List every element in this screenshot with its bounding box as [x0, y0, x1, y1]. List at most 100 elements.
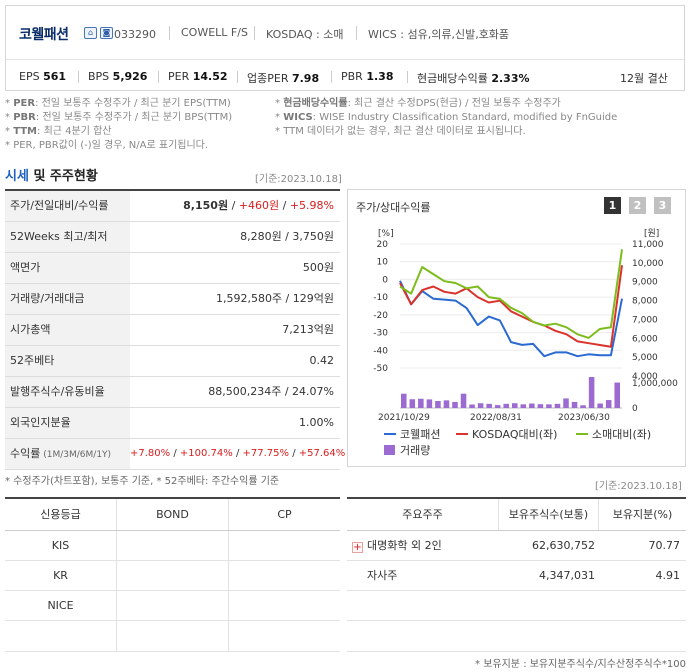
volume-bar: [486, 403, 492, 408]
market-sector: KOSDAQ : 소매: [266, 28, 344, 41]
metric-bps: BPS 5,926: [88, 70, 148, 83]
table-row: [347, 621, 686, 652]
volume-bar: [401, 393, 407, 408]
right-tick-label: 7,000: [632, 315, 658, 325]
expand-plus-icon[interactable]: +: [352, 542, 363, 553]
row-label: 52주베타: [5, 346, 130, 376]
row-label: 시가총액: [5, 315, 130, 345]
row-label: 발행주식수/유동비율: [5, 377, 130, 407]
cp-rating: [229, 591, 340, 620]
divider: [169, 26, 170, 40]
quote-table: 주가/전일대비/수익률 8,150원 / +460원 / +5.98% 52We…: [5, 189, 345, 470]
agency-name: [5, 621, 117, 651]
table-row: NICE: [5, 591, 340, 621]
table-row: 외국인지분율 1.00%: [5, 408, 340, 439]
holder-percent: 70.77: [648, 539, 681, 552]
table-row: 52주베타 0.42: [5, 346, 340, 377]
series-line: [399, 265, 623, 348]
right-axis-unit: [원]: [644, 228, 659, 239]
row-value: 0.42: [309, 354, 335, 367]
volume-bar: [614, 382, 620, 408]
divider: [254, 26, 255, 40]
right-tick-label: 10,000: [632, 259, 664, 269]
row-label: 52Weeks 최고/최저: [5, 222, 130, 252]
notes-right: * 현금배당수익률: 최근 결산 수정DPS(현금) / 전일 보통주 수정주가…: [275, 97, 617, 139]
metric-industry-per: 업종PER 7.98: [247, 72, 320, 85]
left-tick-label: 20: [377, 240, 389, 250]
table-row: 자사주 4,347,031 4.91: [347, 561, 686, 591]
legend-swatch: [384, 445, 395, 455]
row-label: 외국인지분율: [5, 408, 130, 438]
company-name[interactable]: 코웰패션: [19, 27, 69, 43]
x-tick-label: 2023/06/30: [558, 413, 610, 423]
volume-bar: [554, 403, 561, 408]
volume-bar: [563, 398, 569, 408]
divider: [356, 26, 357, 40]
volume-bar: [503, 403, 509, 408]
holder-percent: 4.91: [655, 569, 681, 582]
metric-pbr: PBR 1.38: [341, 70, 394, 83]
home-icon[interactable]: ⌂: [84, 27, 97, 39]
table-row: 주가/전일대비/수익률 8,150원 / +460원 / +5.98%: [5, 191, 340, 222]
chart-page-1[interactable]: 1: [604, 197, 621, 214]
left-tick-label: -20: [373, 311, 388, 321]
stock-code: 033290: [114, 28, 156, 41]
chart-title: 주가/상대수익률: [356, 201, 431, 214]
settle-month: 12월 결산: [620, 72, 668, 85]
row-label: 거래량/거래대금: [5, 284, 130, 314]
left-axis-unit: [%]: [378, 229, 394, 239]
row-value: 8,150원 / +460원 / +5.98%: [183, 199, 334, 212]
holders-footnote: * 보유지분 : 보유지분주식수/지수산정주식수*100: [475, 659, 686, 670]
holder-shares: [499, 621, 595, 651]
holder-name[interactable]: + 대명화학 외 2인: [352, 539, 442, 553]
volume-bar: [426, 399, 433, 408]
holder-shares: [499, 591, 595, 620]
volume-bar: [418, 398, 424, 408]
holder-percent: [599, 591, 680, 620]
row-value: 500원: [302, 261, 334, 274]
left-tick-label: -30: [373, 329, 388, 339]
col-header: 보유주식수(보통): [499, 499, 599, 530]
legend-label: 소매대비(좌): [592, 428, 651, 441]
volume-bar: [580, 405, 586, 408]
agency-name: NICE: [5, 591, 117, 620]
chart-page-2[interactable]: 2: [629, 197, 646, 214]
divider: [331, 71, 332, 83]
series-line: [399, 249, 623, 339]
bond-rating: [117, 561, 229, 590]
legend-label: 코웰패션: [400, 428, 440, 441]
volume-bar: [443, 400, 450, 408]
basis-date-2: [기준:2023.10.18]: [595, 481, 682, 492]
right-tick-label: 5,000: [632, 353, 658, 363]
building-icon[interactable]: ◙: [100, 27, 113, 39]
table-row: 액면가 500원: [5, 253, 340, 284]
bond-rating: [117, 531, 229, 560]
table-row: 거래량/거래대금 1,592,580주 / 129억원: [5, 284, 340, 315]
holder-shares: 4,347,031: [539, 569, 595, 582]
left-tick-label: -10: [373, 293, 388, 303]
volume-tick-label: 1,000,000: [632, 379, 678, 389]
volume-bar: [452, 401, 458, 408]
volume-bar: [571, 401, 578, 408]
table-header: 주요주주 보유주식수(보통) 보유지분(%): [347, 499, 686, 531]
credit-rating-table: 신용등급 BOND CP KIS KR NICE: [5, 497, 340, 652]
row-value: 1,592,580주 / 129억원: [215, 292, 334, 305]
right-tick-label: 6,000: [632, 334, 658, 344]
row-label: 액면가: [5, 253, 130, 283]
chart-page-3[interactable]: 3: [654, 197, 671, 214]
x-tick-label: 2021/10/29: [378, 413, 430, 423]
left-tick-label: 0: [382, 275, 388, 285]
divider: [158, 71, 159, 83]
holder-name: [367, 621, 499, 651]
volume-bar: [588, 376, 595, 408]
holder-name: [367, 591, 499, 620]
volume-bar: [520, 404, 527, 408]
volume-bar: [537, 404, 544, 408]
row-value: 88,500,234주 / 24.07%: [208, 385, 334, 398]
note-ttm: * TTM: 최근 4분기 합산: [5, 126, 112, 137]
volume-bar: [409, 399, 416, 408]
notes-left: * PER: 전일 보통주 수정주가 / 최근 분기 EPS(TTM) * PB…: [5, 97, 232, 153]
cp-rating: [229, 531, 340, 560]
holder-percent: [599, 621, 680, 651]
table-row: [347, 591, 686, 621]
